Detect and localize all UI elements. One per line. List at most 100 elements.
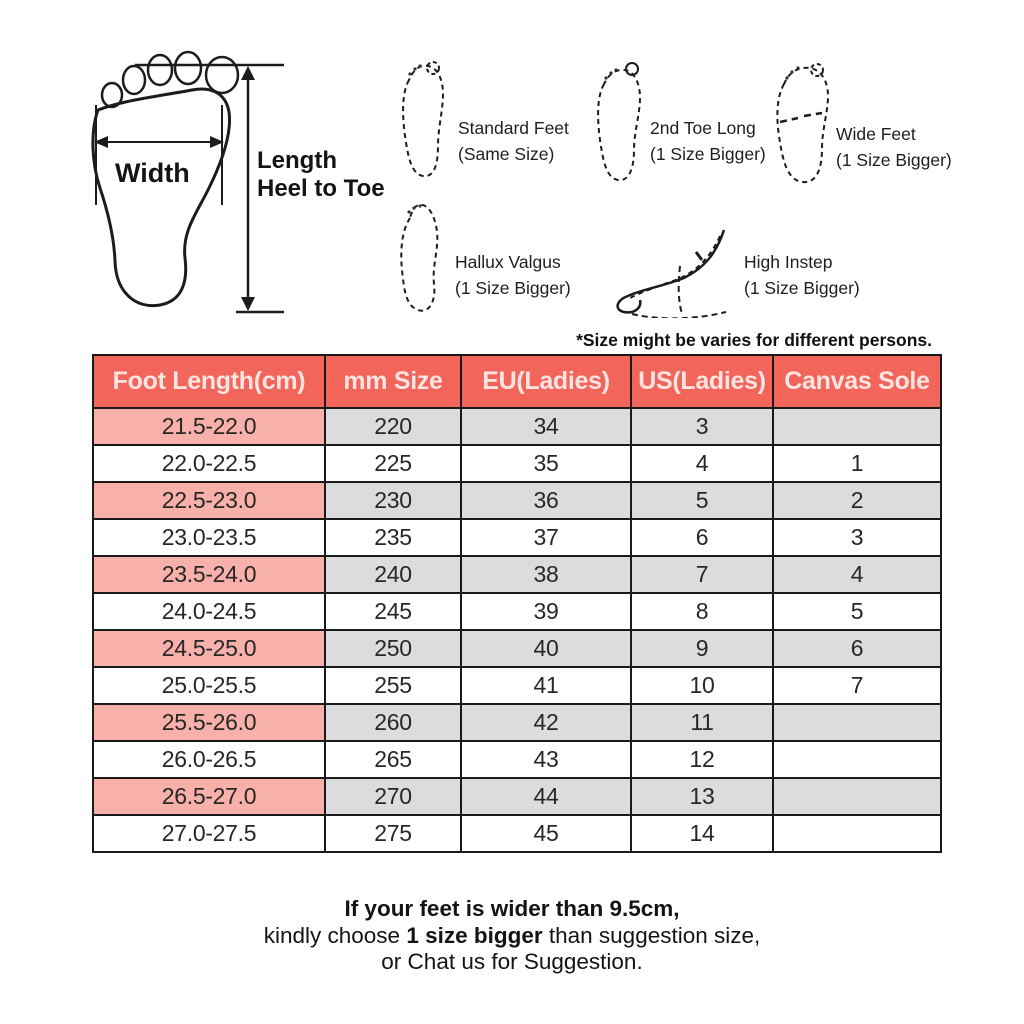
footer-note: If your feet is wider than 9.5cm, kindly… — [0, 896, 1024, 976]
table-cell: 24.5-25.0 — [92, 629, 326, 668]
column-header: Canvas Sole — [772, 354, 942, 409]
footer-line1: If your feet is wider than 9.5cm, — [344, 896, 680, 921]
foot-type-name: Wide Feet — [836, 124, 916, 144]
column-header: Foot Length(cm) — [92, 354, 326, 409]
foot-type-high-instep: High Instep (1 Size Bigger) — [744, 250, 860, 301]
foot-type-note: (1 Size Bigger) — [455, 277, 571, 298]
foot-type-name: 2nd Toe Long — [650, 118, 756, 138]
foot-type-wide: Wide Feet (1 Size Bigger) — [836, 122, 952, 173]
width-label: Width — [115, 158, 190, 188]
table-cell: 22.5-23.0 — [92, 481, 326, 520]
table-header-row: Foot Length(cm) mm Size EU(Ladies) US(Ladie… — [92, 354, 942, 409]
column-header: US(Ladies) — [630, 354, 774, 409]
table-row: 27.0-27.5 275 45 14 — [92, 814, 942, 853]
table-cell: 21.5-22.0 — [92, 407, 326, 446]
table-cell: 42 — [460, 703, 632, 742]
table-cell: 7 — [630, 555, 774, 594]
table-cell: 44 — [460, 777, 632, 816]
foot-width-length-diagram-icon: Width — [91, 50, 284, 314]
footer-line2: kindly choose 1 size bigger than suggest… — [263, 922, 761, 948]
table-cell: 23.5-24.0 — [92, 555, 326, 594]
table-cell: 27.0-27.5 — [92, 814, 326, 853]
table-cell — [772, 814, 942, 853]
table-cell: 230 — [324, 481, 462, 520]
table-cell: 225 — [324, 444, 462, 483]
table-cell: 35 — [460, 444, 632, 483]
table-row: 25.0-25.5 255 41 10 7 — [92, 666, 942, 705]
table-cell: 14 — [630, 814, 774, 853]
table-cell — [772, 740, 942, 779]
table-cell: 220 — [324, 407, 462, 446]
table-cell: 11 — [630, 703, 774, 742]
table-cell: 45 — [460, 814, 632, 853]
table-cell: 2 — [772, 481, 942, 520]
size-variance-note: *Size might be varies for different pers… — [576, 330, 932, 350]
table-cell: 6 — [630, 518, 774, 557]
table-cell: 25.0-25.5 — [92, 666, 326, 705]
table-cell: 3 — [630, 407, 774, 446]
second-toe-long-icon — [597, 62, 642, 182]
foot-type-note: (1 Size Bigger) — [836, 149, 952, 170]
table-cell: 36 — [460, 481, 632, 520]
foot-type-second-toe: 2nd Toe Long (1 Size Bigger) — [650, 116, 766, 167]
size-chart-table: Foot Length(cm) mm Size EU(Ladies) US(Ladie… — [92, 354, 942, 853]
table-cell: 270 — [324, 777, 462, 816]
column-header: EU(Ladies) — [460, 354, 632, 409]
table-cell: 3 — [772, 518, 942, 557]
table-cell: 5 — [772, 592, 942, 631]
table-cell: 26.5-27.0 — [92, 777, 326, 816]
table-cell: 260 — [324, 703, 462, 742]
table-cell: 240 — [324, 555, 462, 594]
table-cell: 24.0-24.5 — [92, 592, 326, 631]
table-cell: 22.0-22.5 — [92, 444, 326, 483]
table-cell: 37 — [460, 518, 632, 557]
length-label-line2: Heel to Toe — [257, 175, 385, 202]
table-cell: 275 — [324, 814, 462, 853]
table-cell: 255 — [324, 666, 462, 705]
table-cell: 40 — [460, 629, 632, 668]
table-cell — [772, 703, 942, 742]
table-row: 26.0-26.5 265 43 12 — [92, 740, 942, 779]
table-cell: 4 — [772, 555, 942, 594]
foot-type-name: Standard Feet — [458, 118, 569, 138]
table-cell: 1 — [772, 444, 942, 483]
table-cell: 10 — [630, 666, 774, 705]
foot-type-name: Hallux Valgus — [455, 252, 561, 272]
table-body: 21.5-22.0 220 34 3 22.0-22.5 225 35 4 1 22.5-23.0… — [92, 407, 942, 853]
table-cell: 4 — [630, 444, 774, 483]
table-cell: 13 — [630, 777, 774, 816]
table-row: 25.5-26.0 260 42 11 — [92, 703, 942, 742]
table-row: 23.0-23.5 235 37 6 3 — [92, 518, 942, 557]
foot-type-note: (1 Size Bigger) — [650, 143, 766, 164]
table-cell — [772, 777, 942, 816]
table-cell: 5 — [630, 481, 774, 520]
table-cell: 26.0-26.5 — [92, 740, 326, 779]
length-label: Length Heel to Toe — [257, 147, 385, 203]
table-cell: 23.0-23.5 — [92, 518, 326, 557]
table-cell: 265 — [324, 740, 462, 779]
table-row: 22.0-22.5 225 35 4 1 — [92, 444, 942, 483]
table-row: 23.5-24.0 240 38 7 4 — [92, 555, 942, 594]
standard-feet-icon — [402, 61, 445, 178]
table-cell: 43 — [460, 740, 632, 779]
table-cell: 34 — [460, 407, 632, 446]
table-cell: 41 — [460, 666, 632, 705]
table-cell: 8 — [630, 592, 774, 631]
length-label-line1: Length — [257, 147, 337, 174]
foot-type-name: High Instep — [744, 252, 833, 272]
foot-type-note: (1 Size Bigger) — [744, 277, 860, 298]
table-cell: 6 — [772, 629, 942, 668]
table-cell: 245 — [324, 592, 462, 631]
foot-type-standard: Standard Feet (Same Size) — [458, 116, 569, 167]
table-cell: 250 — [324, 629, 462, 668]
column-header: mm Size — [324, 354, 462, 409]
table-cell: 12 — [630, 740, 774, 779]
hallux-valgus-icon — [400, 203, 439, 312]
table-cell: 25.5-26.0 — [92, 703, 326, 742]
foot-type-hallux: Hallux Valgus (1 Size Bigger) — [455, 250, 571, 301]
table-cell: 7 — [772, 666, 942, 705]
footer-line3: or Chat us for Suggestion. — [381, 949, 643, 974]
table-cell: 9 — [630, 629, 774, 668]
table-cell: 235 — [324, 518, 462, 557]
table-row: 22.5-23.0 230 36 5 2 — [92, 481, 942, 520]
